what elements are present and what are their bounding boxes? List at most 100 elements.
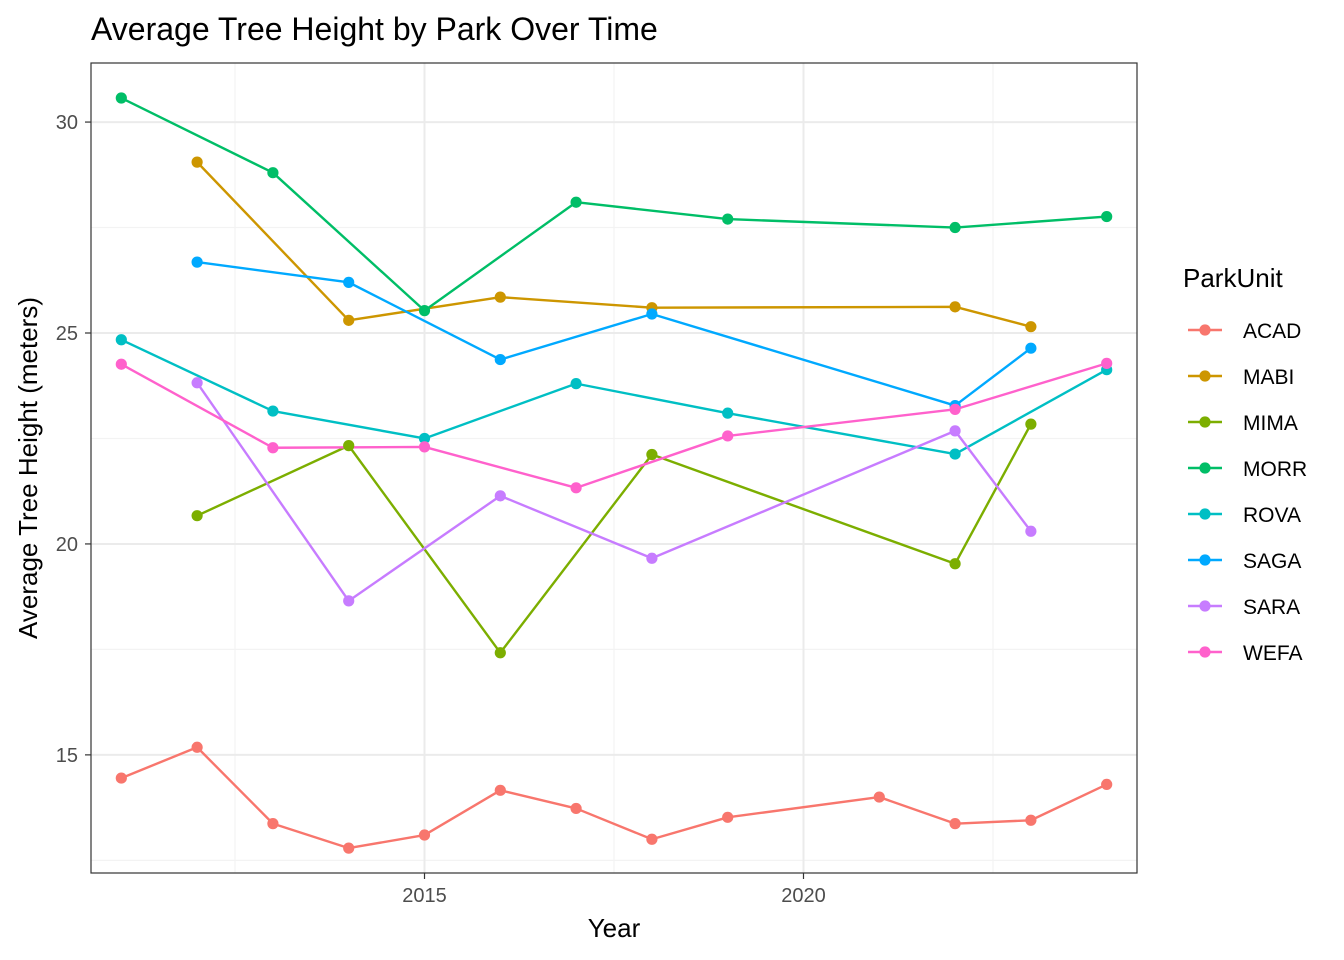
series-points <box>115 92 1113 854</box>
legend-key-point <box>1199 508 1211 520</box>
data-point-acad <box>343 842 355 854</box>
data-point-rova <box>722 407 734 419</box>
data-point-acad <box>1101 778 1113 791</box>
data-point-acad <box>722 811 734 823</box>
data-point-morr <box>949 221 961 234</box>
data-point-acad <box>873 791 885 803</box>
data-point-wefa <box>949 403 961 415</box>
data-point-morr <box>1101 210 1113 223</box>
data-point-rova <box>267 405 279 417</box>
data-point-mabi <box>1025 321 1037 333</box>
data-point-saga <box>343 276 355 288</box>
data-point-mabi <box>949 301 961 313</box>
chart-title: Average Tree Height by Park Over Time <box>91 11 658 47</box>
y-axis-title: Average Tree Height (meters) <box>13 297 43 639</box>
legend-label: MORR <box>1243 458 1307 481</box>
legend-item-acad: ACAD <box>1188 320 1301 343</box>
x-axis-title: Year <box>588 913 641 943</box>
legend-key-point <box>1199 324 1211 336</box>
legend-label: MABI <box>1243 366 1294 389</box>
x-tick-label: 2015 <box>402 885 447 907</box>
data-point-wefa <box>418 441 431 453</box>
y-tick-label: 20 <box>56 534 78 556</box>
data-point-mabi <box>191 156 203 168</box>
legend-label: SAGA <box>1243 550 1301 573</box>
data-point-acad <box>646 833 658 845</box>
legend-item-saga: SAGA <box>1188 550 1301 573</box>
data-point-morr <box>115 92 127 104</box>
legend-key-point <box>1199 416 1211 428</box>
data-point-rova <box>949 448 961 460</box>
data-point-mima <box>191 510 203 522</box>
data-point-saga <box>646 308 658 320</box>
data-point-mima <box>494 647 506 659</box>
data-point-rova <box>418 432 431 445</box>
data-point-acad <box>267 818 279 830</box>
data-point-wefa <box>1101 357 1113 369</box>
legend-label: WEFA <box>1243 642 1303 665</box>
data-point-wefa <box>722 430 734 442</box>
series-line-mabi <box>196 161 1032 328</box>
legend-key-point <box>1199 462 1211 474</box>
legend-key-point <box>1199 370 1211 382</box>
series-line-mima <box>196 423 1032 654</box>
plot-panel <box>90 62 1138 874</box>
legend-key-point <box>1199 600 1211 612</box>
data-point-morr <box>418 305 431 317</box>
data-point-mima <box>646 448 658 461</box>
legend-item-mabi: MABI <box>1188 366 1294 389</box>
data-point-saga <box>191 256 203 268</box>
legend-item-morr: MORR <box>1188 458 1307 481</box>
data-point-morr <box>267 167 279 179</box>
data-point-sara <box>646 552 658 564</box>
data-point-morr <box>570 196 582 208</box>
y-tick-label: 15 <box>56 745 78 767</box>
legend-label: SARA <box>1243 596 1300 619</box>
legend-label: ROVA <box>1243 504 1301 527</box>
data-point-acad <box>1025 814 1037 826</box>
data-point-acad <box>570 802 582 815</box>
data-point-acad <box>494 784 506 796</box>
data-point-mabi <box>343 314 355 326</box>
legend-item-wefa: WEFA <box>1188 642 1303 665</box>
data-point-rova <box>570 378 582 390</box>
data-point-acad <box>949 818 961 830</box>
data-point-acad <box>115 772 127 784</box>
legend-label: ACAD <box>1243 320 1301 343</box>
panel-border <box>90 62 1138 874</box>
legend-item-rova: ROVA <box>1188 504 1301 527</box>
data-point-wefa <box>267 442 279 454</box>
x-tick-label: 2020 <box>781 885 826 907</box>
y-tick-label: 30 <box>56 112 78 134</box>
data-point-acad <box>191 741 203 753</box>
legend-item-mima: MIMA <box>1188 412 1298 435</box>
data-point-sara <box>494 490 506 502</box>
series-line-saga <box>196 260 1032 407</box>
data-point-acad <box>418 829 431 841</box>
legend-key-point <box>1199 554 1211 566</box>
data-point-rova <box>115 334 127 346</box>
data-point-mima <box>343 440 355 452</box>
x-axis: 2015 2020 <box>402 873 826 907</box>
legend-items: ACAD MABI MIMA MORR ROVA SAGA SARA WEFA <box>1188 320 1307 665</box>
data-point-morr <box>722 213 734 225</box>
data-point-mima <box>1025 418 1037 430</box>
legend-key-point <box>1199 646 1211 658</box>
data-point-mabi <box>494 291 506 303</box>
legend-label: MIMA <box>1243 412 1298 435</box>
series-line-sara <box>196 382 1032 603</box>
y-tick-label: 25 <box>56 323 78 345</box>
data-point-sara <box>949 425 961 437</box>
data-point-sara <box>343 595 355 607</box>
legend-title: ParkUnit <box>1183 263 1283 293</box>
data-point-sara <box>1025 525 1037 537</box>
data-point-saga <box>494 353 506 366</box>
data-point-saga <box>1025 342 1037 354</box>
data-point-mima <box>949 558 961 570</box>
legend: ParkUnit ACAD MABI MIMA MORR ROVA SAGA SARA WEF… <box>1183 263 1307 665</box>
data-point-wefa <box>115 358 127 370</box>
data-point-sara <box>191 377 203 389</box>
data-point-wefa <box>570 482 582 494</box>
legend-item-sara: SARA <box>1188 596 1300 619</box>
